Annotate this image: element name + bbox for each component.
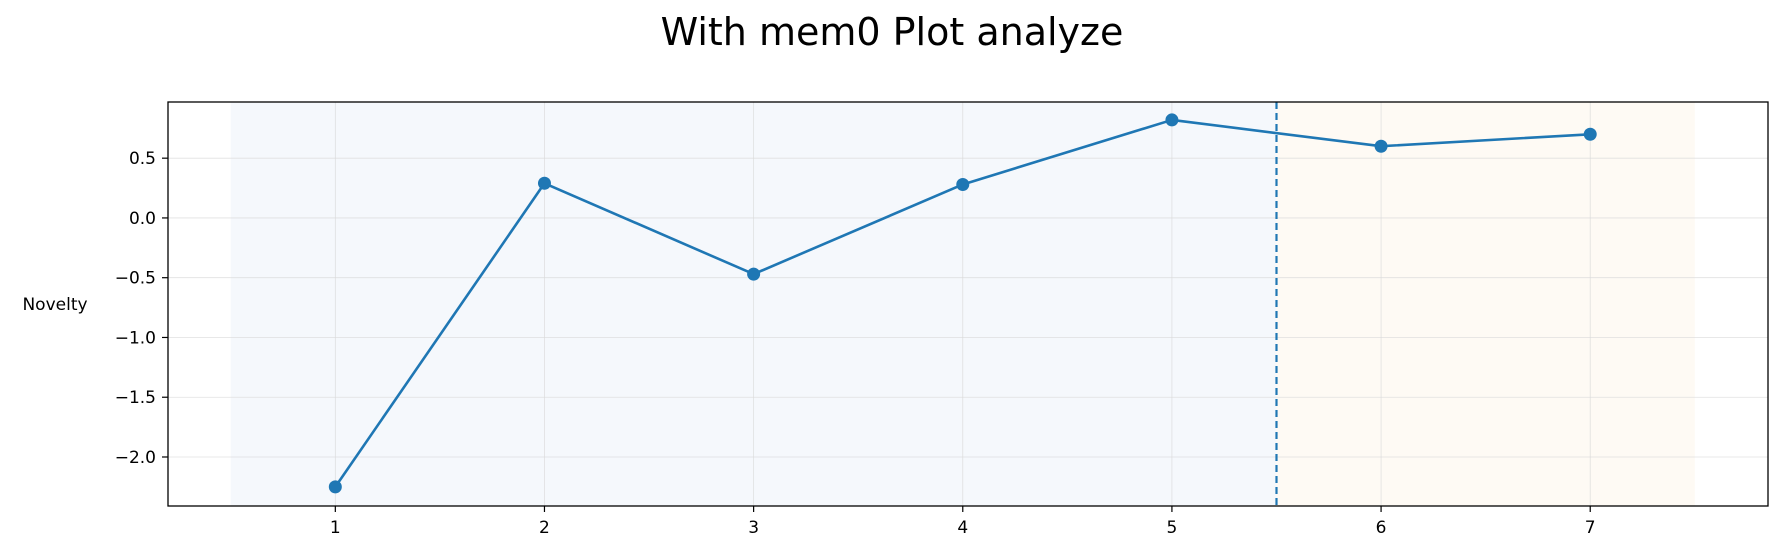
- data-series: [328, 113, 1597, 494]
- x-axis-ticks: 1 2 3 4 5 6 7: [330, 506, 1596, 538]
- data-point: [1374, 139, 1388, 153]
- data-point: [1583, 127, 1597, 141]
- y-axis-label: Novelty: [22, 295, 87, 315]
- y-tick-label: 0.5: [129, 149, 156, 169]
- data-point: [956, 177, 970, 191]
- x-tick-label: 7: [1585, 518, 1596, 538]
- shaded-region-2: [1276, 102, 1695, 506]
- x-tick-label: 5: [1167, 518, 1178, 538]
- data-point: [1165, 113, 1179, 127]
- y-tick-label: −1.0: [115, 328, 156, 348]
- x-tick-label: 6: [1376, 518, 1387, 538]
- data-point: [747, 267, 761, 281]
- plot-frame: [167, 101, 1769, 507]
- y-tick-label: 0.0: [129, 209, 156, 229]
- x-tick-label: 2: [539, 518, 550, 538]
- y-tick-label: −2.0: [115, 448, 156, 468]
- x-tick-label: 1: [330, 518, 341, 538]
- chart-title: With mem0 Plot analyze: [661, 10, 1124, 54]
- y-tick-label: −0.5: [115, 269, 156, 289]
- data-point: [328, 480, 342, 494]
- grid-lines: [168, 102, 1768, 506]
- x-tick-label: 4: [957, 518, 968, 538]
- data-point: [537, 176, 551, 190]
- y-tick-label: −1.5: [115, 388, 156, 408]
- x-tick-label: 3: [748, 518, 759, 538]
- y-axis-ticks: −2.0 −1.5 −1.0 −0.5 0.0 0.5: [115, 149, 168, 468]
